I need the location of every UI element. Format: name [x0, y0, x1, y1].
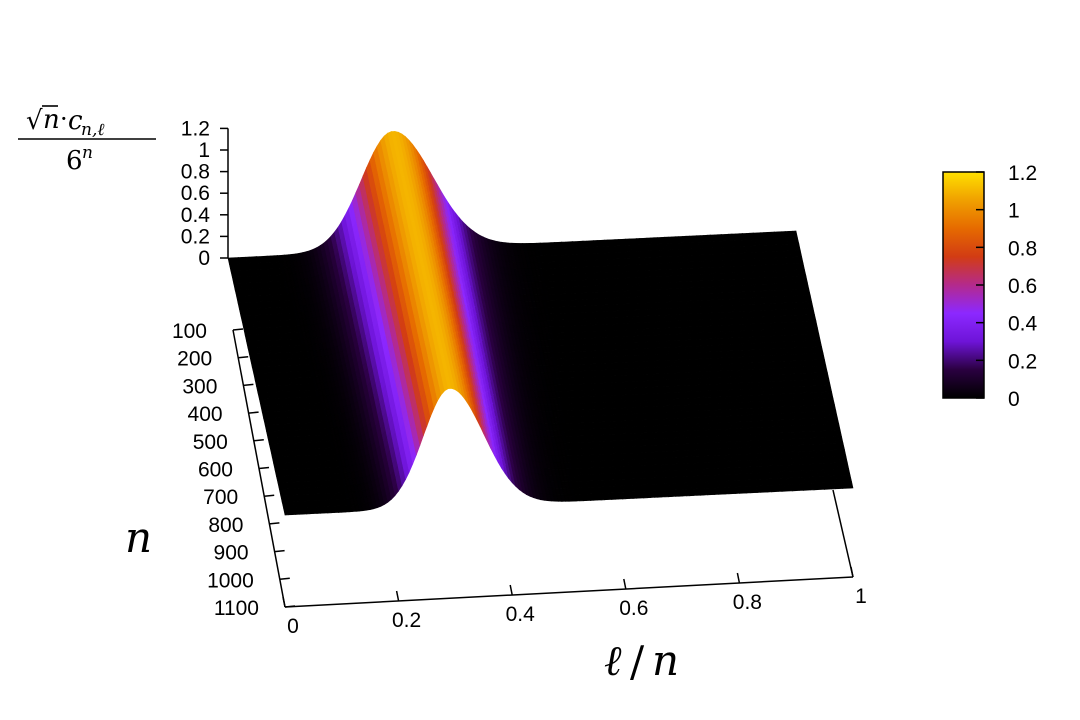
surface-layer	[227, 130, 854, 516]
